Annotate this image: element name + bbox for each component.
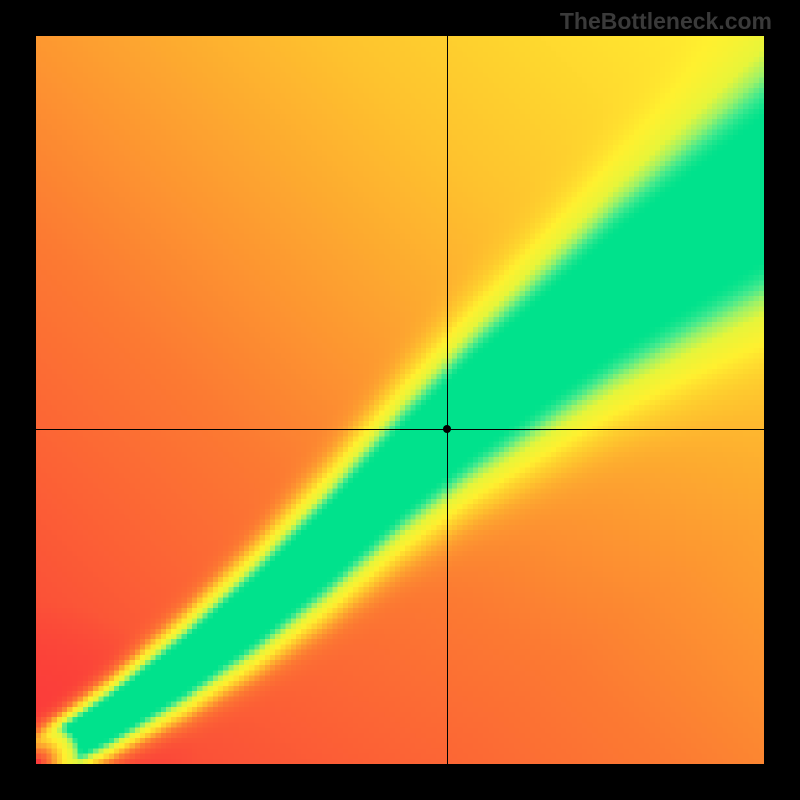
watermark-text: TheBottleneck.com bbox=[560, 8, 772, 35]
crosshair-vertical bbox=[447, 36, 448, 764]
crosshair-horizontal bbox=[36, 429, 764, 430]
crosshair-marker bbox=[443, 425, 451, 433]
heatmap-canvas bbox=[36, 36, 764, 764]
heatmap-plot bbox=[36, 36, 764, 764]
